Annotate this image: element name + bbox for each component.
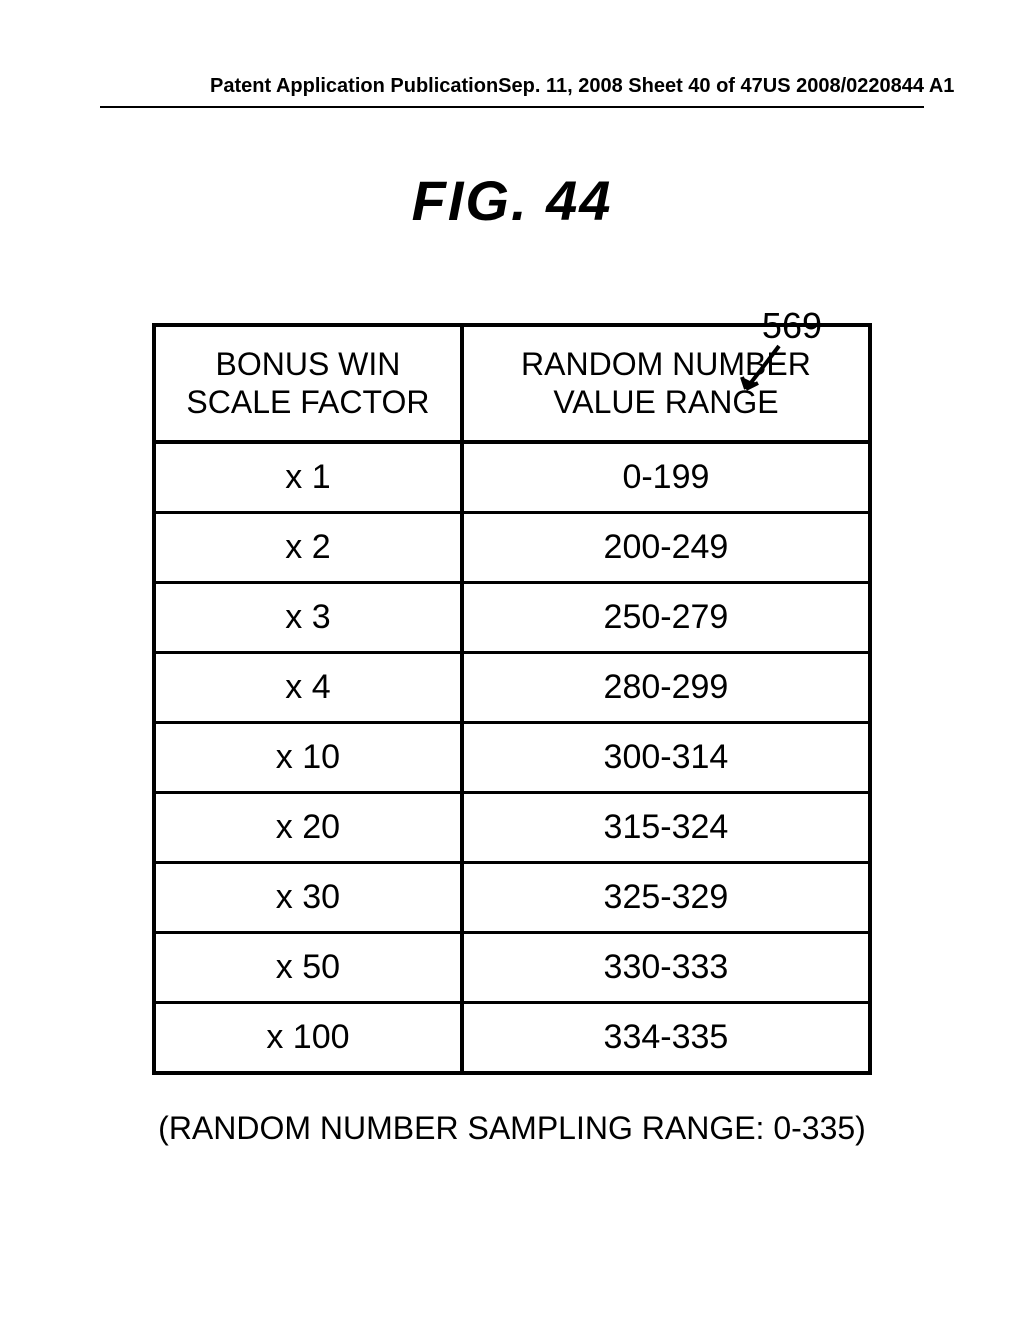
cell-value-range: 280-299 [462,652,870,722]
cell-value-range: 330-333 [462,932,870,1002]
bonus-scale-table: BONUS WIN SCALE FACTOR RANDOM NUMBER VAL… [152,323,872,1075]
table-row: x 4 280-299 [154,652,870,722]
cell-scale-factor: x 30 [154,862,462,932]
cell-value-range: 200-249 [462,512,870,582]
header-publication-type: Patent Application Publication [210,75,498,98]
table-row: x 100 334-335 [154,1002,870,1073]
reference-arrow-icon [734,341,794,401]
cell-scale-factor: x 3 [154,582,462,652]
cell-value-range: 315-324 [462,792,870,862]
col-header-line1: BONUS WIN [215,346,400,382]
header-date-sheet: Sep. 11, 2008 Sheet 40 of 47 [498,75,763,98]
table-row: x 50 330-333 [154,932,870,1002]
cell-scale-factor: x 20 [154,792,462,862]
table-row: x 3 250-279 [154,582,870,652]
table-caption: (RANDOM NUMBER SAMPLING RANGE: 0-335) [0,1110,1024,1147]
table-body: x 1 0-199 x 2 200-249 x 3 250-279 x 4 28… [154,442,870,1073]
cell-value-range: 300-314 [462,722,870,792]
cell-scale-factor: x 4 [154,652,462,722]
col-header-scale-factor: BONUS WIN SCALE FACTOR [154,325,462,442]
cell-scale-factor: x 2 [154,512,462,582]
figure-title: FIG. 44 [0,168,1024,233]
table-row: x 20 315-324 [154,792,870,862]
cell-scale-factor: x 10 [154,722,462,792]
page-header: Patent Application Publication Sep. 11, … [100,0,924,108]
table-row: x 2 200-249 [154,512,870,582]
table-row: x 30 325-329 [154,862,870,932]
data-table-container: BONUS WIN SCALE FACTOR RANDOM NUMBER VAL… [152,323,872,1075]
cell-scale-factor: x 100 [154,1002,462,1073]
table-row: x 10 300-314 [154,722,870,792]
cell-value-range: 0-199 [462,442,870,513]
cell-value-range: 334-335 [462,1002,870,1073]
table-row: x 1 0-199 [154,442,870,513]
cell-scale-factor: x 1 [154,442,462,513]
cell-scale-factor: x 50 [154,932,462,1002]
col-header-line2: SCALE FACTOR [186,384,429,420]
header-patent-number: US 2008/0220844 A1 [763,75,955,98]
cell-value-range: 325-329 [462,862,870,932]
cell-value-range: 250-279 [462,582,870,652]
